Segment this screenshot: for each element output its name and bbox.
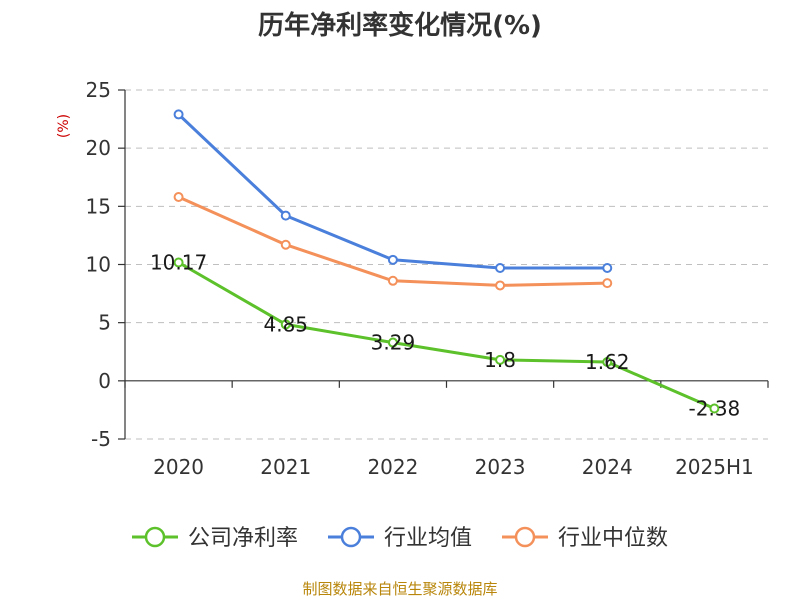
y-axis-ticks: -5 0 5 10 15 20 25 [86, 78, 125, 451]
legend-label: 行业均值 [384, 526, 472, 551]
legend-swatch-marker [340, 526, 362, 548]
data-point [495, 280, 506, 291]
data-point [602, 262, 613, 273]
source-note: 制图数据来自恒生聚源数据库 [302, 580, 497, 598]
y-unit-label: (%) [56, 114, 72, 138]
data-point [387, 254, 398, 265]
data-point [280, 319, 291, 330]
y-tick-label: -5 [91, 427, 111, 451]
x-tick-label: 2021 [260, 455, 311, 479]
x-tick-label: 2020 [153, 455, 204, 479]
data-point [709, 403, 720, 414]
data-labels: 10.17 4.85 3.29 1.8 1.62 -2.38 [150, 251, 740, 421]
series-lines [173, 109, 720, 414]
y-tick-label: 5 [98, 311, 111, 335]
data-label: 1.62 [585, 350, 630, 374]
data-point [173, 257, 184, 268]
series-line-2 [177, 195, 608, 287]
x-tick-label: 2023 [475, 455, 526, 479]
legend-item-2[interactable]: 行业中位数 [502, 526, 668, 551]
chart-title: 历年净利率变化情况(%) [258, 10, 542, 41]
y-tick-label: 0 [98, 369, 111, 393]
data-label: 3.29 [371, 331, 416, 355]
data-point [280, 210, 291, 221]
x-tick-label: 2025H1 [675, 455, 754, 479]
legend-swatch-marker [514, 526, 536, 548]
y-tick-label: 15 [86, 194, 111, 218]
data-point [602, 356, 613, 367]
y-tick-label: 20 [86, 136, 111, 160]
data-point [602, 278, 613, 289]
data-label: 10.17 [150, 251, 207, 275]
data-point [387, 337, 398, 348]
y-tick-label: 25 [86, 78, 111, 102]
legend-item-1[interactable]: 行业均值 [328, 526, 472, 551]
series-line-0 [177, 261, 715, 410]
data-point [173, 109, 184, 120]
x-axis-ticks: 2020 2021 2022 2023 2024 2025H1 [153, 455, 754, 479]
data-point [495, 354, 506, 365]
data-label: 1.8 [484, 348, 516, 372]
legend-swatch-marker [144, 526, 166, 548]
y-tick-label: 10 [86, 253, 111, 277]
data-point [280, 239, 291, 250]
legend-label: 公司净利率 [188, 526, 298, 551]
data-point [173, 192, 184, 203]
data-label: -2.38 [689, 397, 741, 421]
series-line-1 [177, 113, 608, 270]
legend: 公司净利率 行业均值 行业中位数 [132, 526, 668, 551]
legend-label: 行业中位数 [558, 526, 668, 551]
x-tick-label: 2022 [367, 455, 418, 479]
data-label: 4.85 [263, 312, 308, 336]
data-point [495, 262, 506, 273]
legend-item-0[interactable]: 公司净利率 [132, 526, 298, 551]
data-point [387, 275, 398, 286]
x-tick-label: 2024 [582, 455, 633, 479]
